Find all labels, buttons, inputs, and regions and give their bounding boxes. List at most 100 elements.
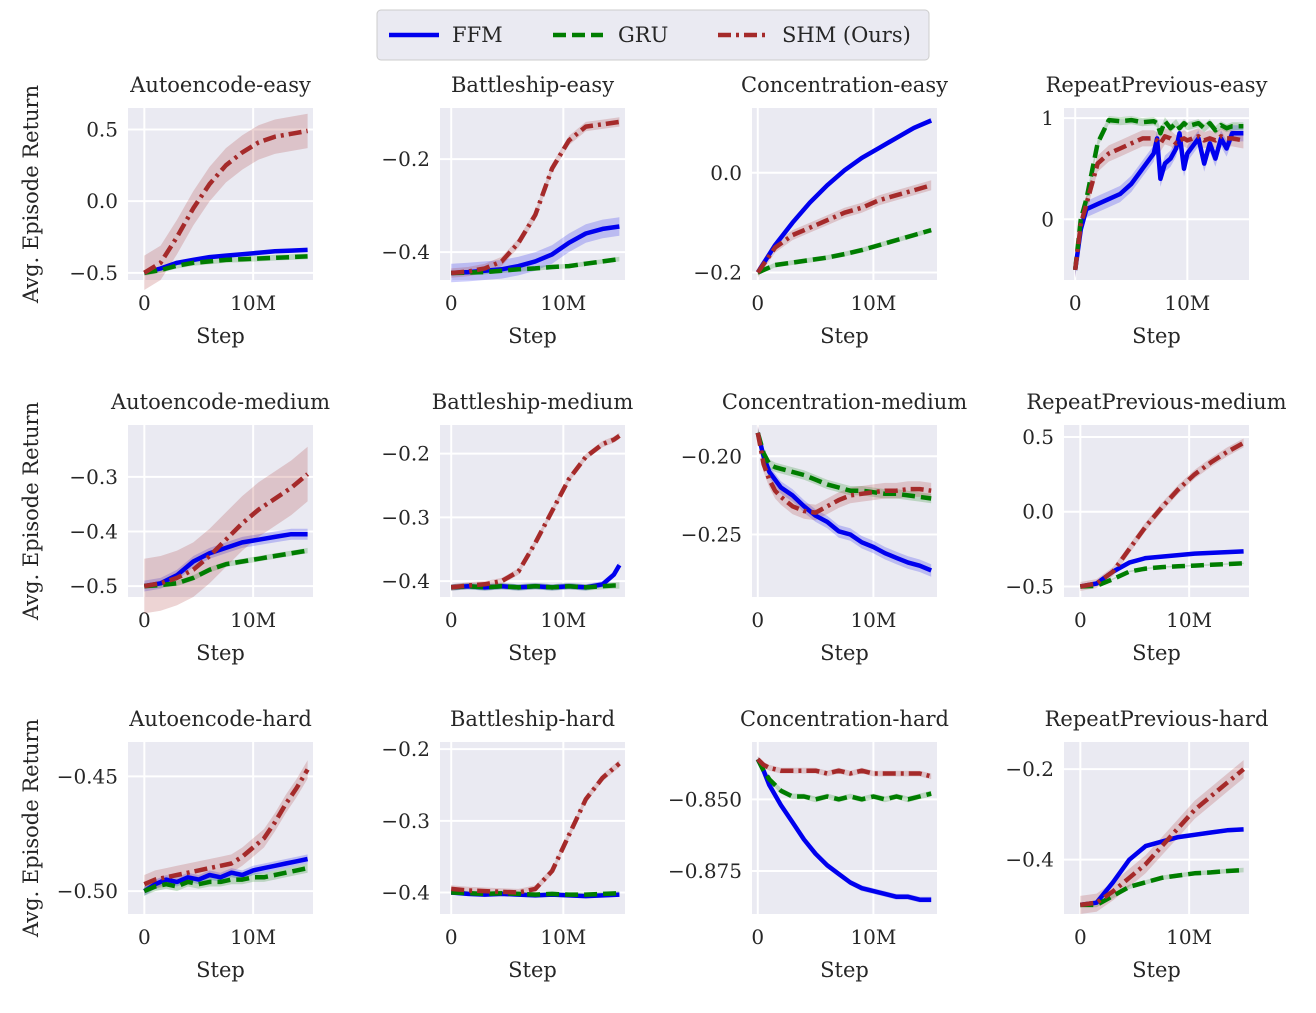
series-line-ffm [755, 432, 933, 573]
y-tick-label: −0.2 [381, 147, 430, 171]
series-line-shm [756, 757, 932, 779]
series-line-ffm [143, 856, 309, 894]
x-tick-label: 10M [850, 925, 896, 949]
subplot-2: 0 10M −0.4 −0.2 Battleship-easy Step [381, 73, 625, 348]
subplot-7: 0 10M −0.25 −0.20 Concentration-medium Step [681, 390, 968, 665]
series-line-gru [756, 227, 932, 275]
y-axis-label: Avg. Episode Return [19, 402, 43, 621]
legend-box [376, 9, 930, 61]
series-line-gru [451, 256, 620, 276]
subplot-title: Battleship-medium [432, 390, 634, 414]
y-tick-label: −0.875 [668, 859, 742, 883]
x-tick-label: 10M [230, 291, 276, 315]
y-tick-label: 1 [1041, 106, 1054, 130]
subplot-4: 0 10M 0 1 RepeatPrevious-easy Step [1041, 73, 1267, 348]
subplot-10: 0 10M −0.4 −0.3 −0.2 Battleship-hard Step [381, 707, 625, 982]
y-tick-label: −0.850 [668, 787, 742, 811]
subplot-grid: 0 10M −0.5 0.0 0.5 Autoencode-easy Step Avg. Ep… [19, 73, 1287, 982]
series-line-gru [1080, 561, 1244, 589]
legend: FFM GRU SHM (Ours) [376, 9, 930, 61]
y-tick-label: −0.2 [1005, 757, 1054, 781]
series-line-ffm [755, 758, 932, 902]
series-line-gru [755, 432, 932, 501]
x-tick-label: 10M [1164, 291, 1210, 315]
y-tick-label: −0.2 [381, 442, 430, 466]
series-band-shm [144, 113, 308, 290]
x-tick-label: 10M [850, 608, 896, 632]
x-tick-label: 0 [445, 608, 458, 632]
series-band-shm [757, 180, 932, 278]
subplot-title: Autoencode-easy [129, 73, 311, 97]
subplot-title: Autoencode-medium [110, 390, 330, 414]
x-tick-label: 10M [540, 291, 586, 315]
series-line-gru [143, 865, 309, 894]
plot-area [1064, 742, 1249, 914]
x-tick-label: 10M [540, 925, 586, 949]
series-band-ffm [451, 217, 620, 283]
series-line-gru [451, 890, 620, 897]
x-tick-label: 0 [751, 291, 764, 315]
series-line-gru [143, 254, 308, 276]
subplot-9: 0 10M −0.50 −0.45 Autoencode-hard Step Avg. Ep… [19, 707, 313, 982]
series-band-shm [757, 425, 932, 521]
series-line-ffm [143, 247, 308, 275]
series-band-shm [1080, 760, 1244, 914]
plot-area [752, 425, 937, 597]
series-line-shm [143, 472, 310, 589]
y-tick-label: −0.3 [381, 505, 430, 529]
x-axis-label: Step [820, 324, 869, 348]
x-tick-label: 0 [138, 291, 151, 315]
y-tick-label: −0.4 [381, 240, 430, 264]
y-tick-label: −0.4 [69, 519, 118, 543]
series-line-shm [143, 768, 310, 887]
y-tick-label: −0.20 [681, 444, 742, 468]
y-tick-label: 0 [1041, 207, 1054, 231]
series-line-shm [1079, 440, 1245, 589]
y-tick-label: 0.0 [1022, 500, 1054, 524]
x-tick-label: 0 [1069, 291, 1082, 315]
y-tick-label: −0.25 [681, 522, 742, 546]
series-band-ffm [1075, 125, 1244, 278]
series-line-ffm [1079, 827, 1244, 908]
subplot-6: 0 10M −0.4 −0.3 −0.2 Battleship-medium Step [381, 390, 633, 665]
x-tick-label: 10M [540, 608, 586, 632]
subplot-title: Concentration-medium [722, 390, 967, 414]
y-axis-label: Avg. Episode Return [19, 719, 43, 938]
series-line-shm [1079, 767, 1246, 908]
series-line-ffm [755, 118, 933, 274]
legend-label-gru: GRU [618, 23, 668, 47]
y-tick-label: −0.5 [1005, 575, 1054, 599]
subplot-8: 0 10M −0.5 0.0 0.5 RepeatPrevious-medium Step [1005, 390, 1286, 665]
x-tick-label: 0 [138, 925, 151, 949]
x-tick-label: 0 [138, 608, 151, 632]
y-tick-label: 0.5 [86, 118, 118, 142]
series-line-shm [1072, 134, 1244, 271]
x-axis-label: Step [1132, 958, 1181, 982]
series-line-shm [755, 183, 932, 274]
series-line-gru [1072, 117, 1244, 271]
series-band-gru [1075, 116, 1244, 274]
x-axis-label: Step [508, 324, 557, 348]
x-axis-label: Step [508, 641, 557, 665]
x-axis-label: Step [508, 958, 557, 982]
legend-label-shm: SHM (Ours) [782, 23, 911, 47]
series-line-gru [144, 548, 308, 589]
subplot-12: 0 10M −0.4 −0.2 RepeatPrevious-hard Step [1005, 707, 1268, 982]
y-axis-label: Avg. Episode Return [19, 85, 43, 304]
subplot-11: 0 10M −0.875 −0.850 Concentration-hard Step [668, 707, 949, 982]
subplot-5: 0 10M −0.5 −0.4 −0.3 Autoencode-medium Step Avg… [19, 390, 330, 665]
x-tick-label: 10M [850, 291, 896, 315]
y-tick-label: −0.5 [69, 261, 118, 285]
y-tick-label: −0.4 [381, 881, 430, 905]
plot-area [128, 742, 313, 914]
x-tick-label: 10M [1166, 925, 1212, 949]
x-tick-label: 0 [1074, 925, 1087, 949]
x-tick-label: 10M [230, 925, 276, 949]
x-tick-label: 0 [445, 925, 458, 949]
x-axis-label: Step [196, 641, 245, 665]
subplot-title: Battleship-easy [451, 73, 614, 97]
y-tick-label: −0.50 [57, 879, 118, 903]
y-tick-label: −0.3 [381, 809, 430, 833]
subplot-title: Concentration-hard [740, 707, 949, 731]
